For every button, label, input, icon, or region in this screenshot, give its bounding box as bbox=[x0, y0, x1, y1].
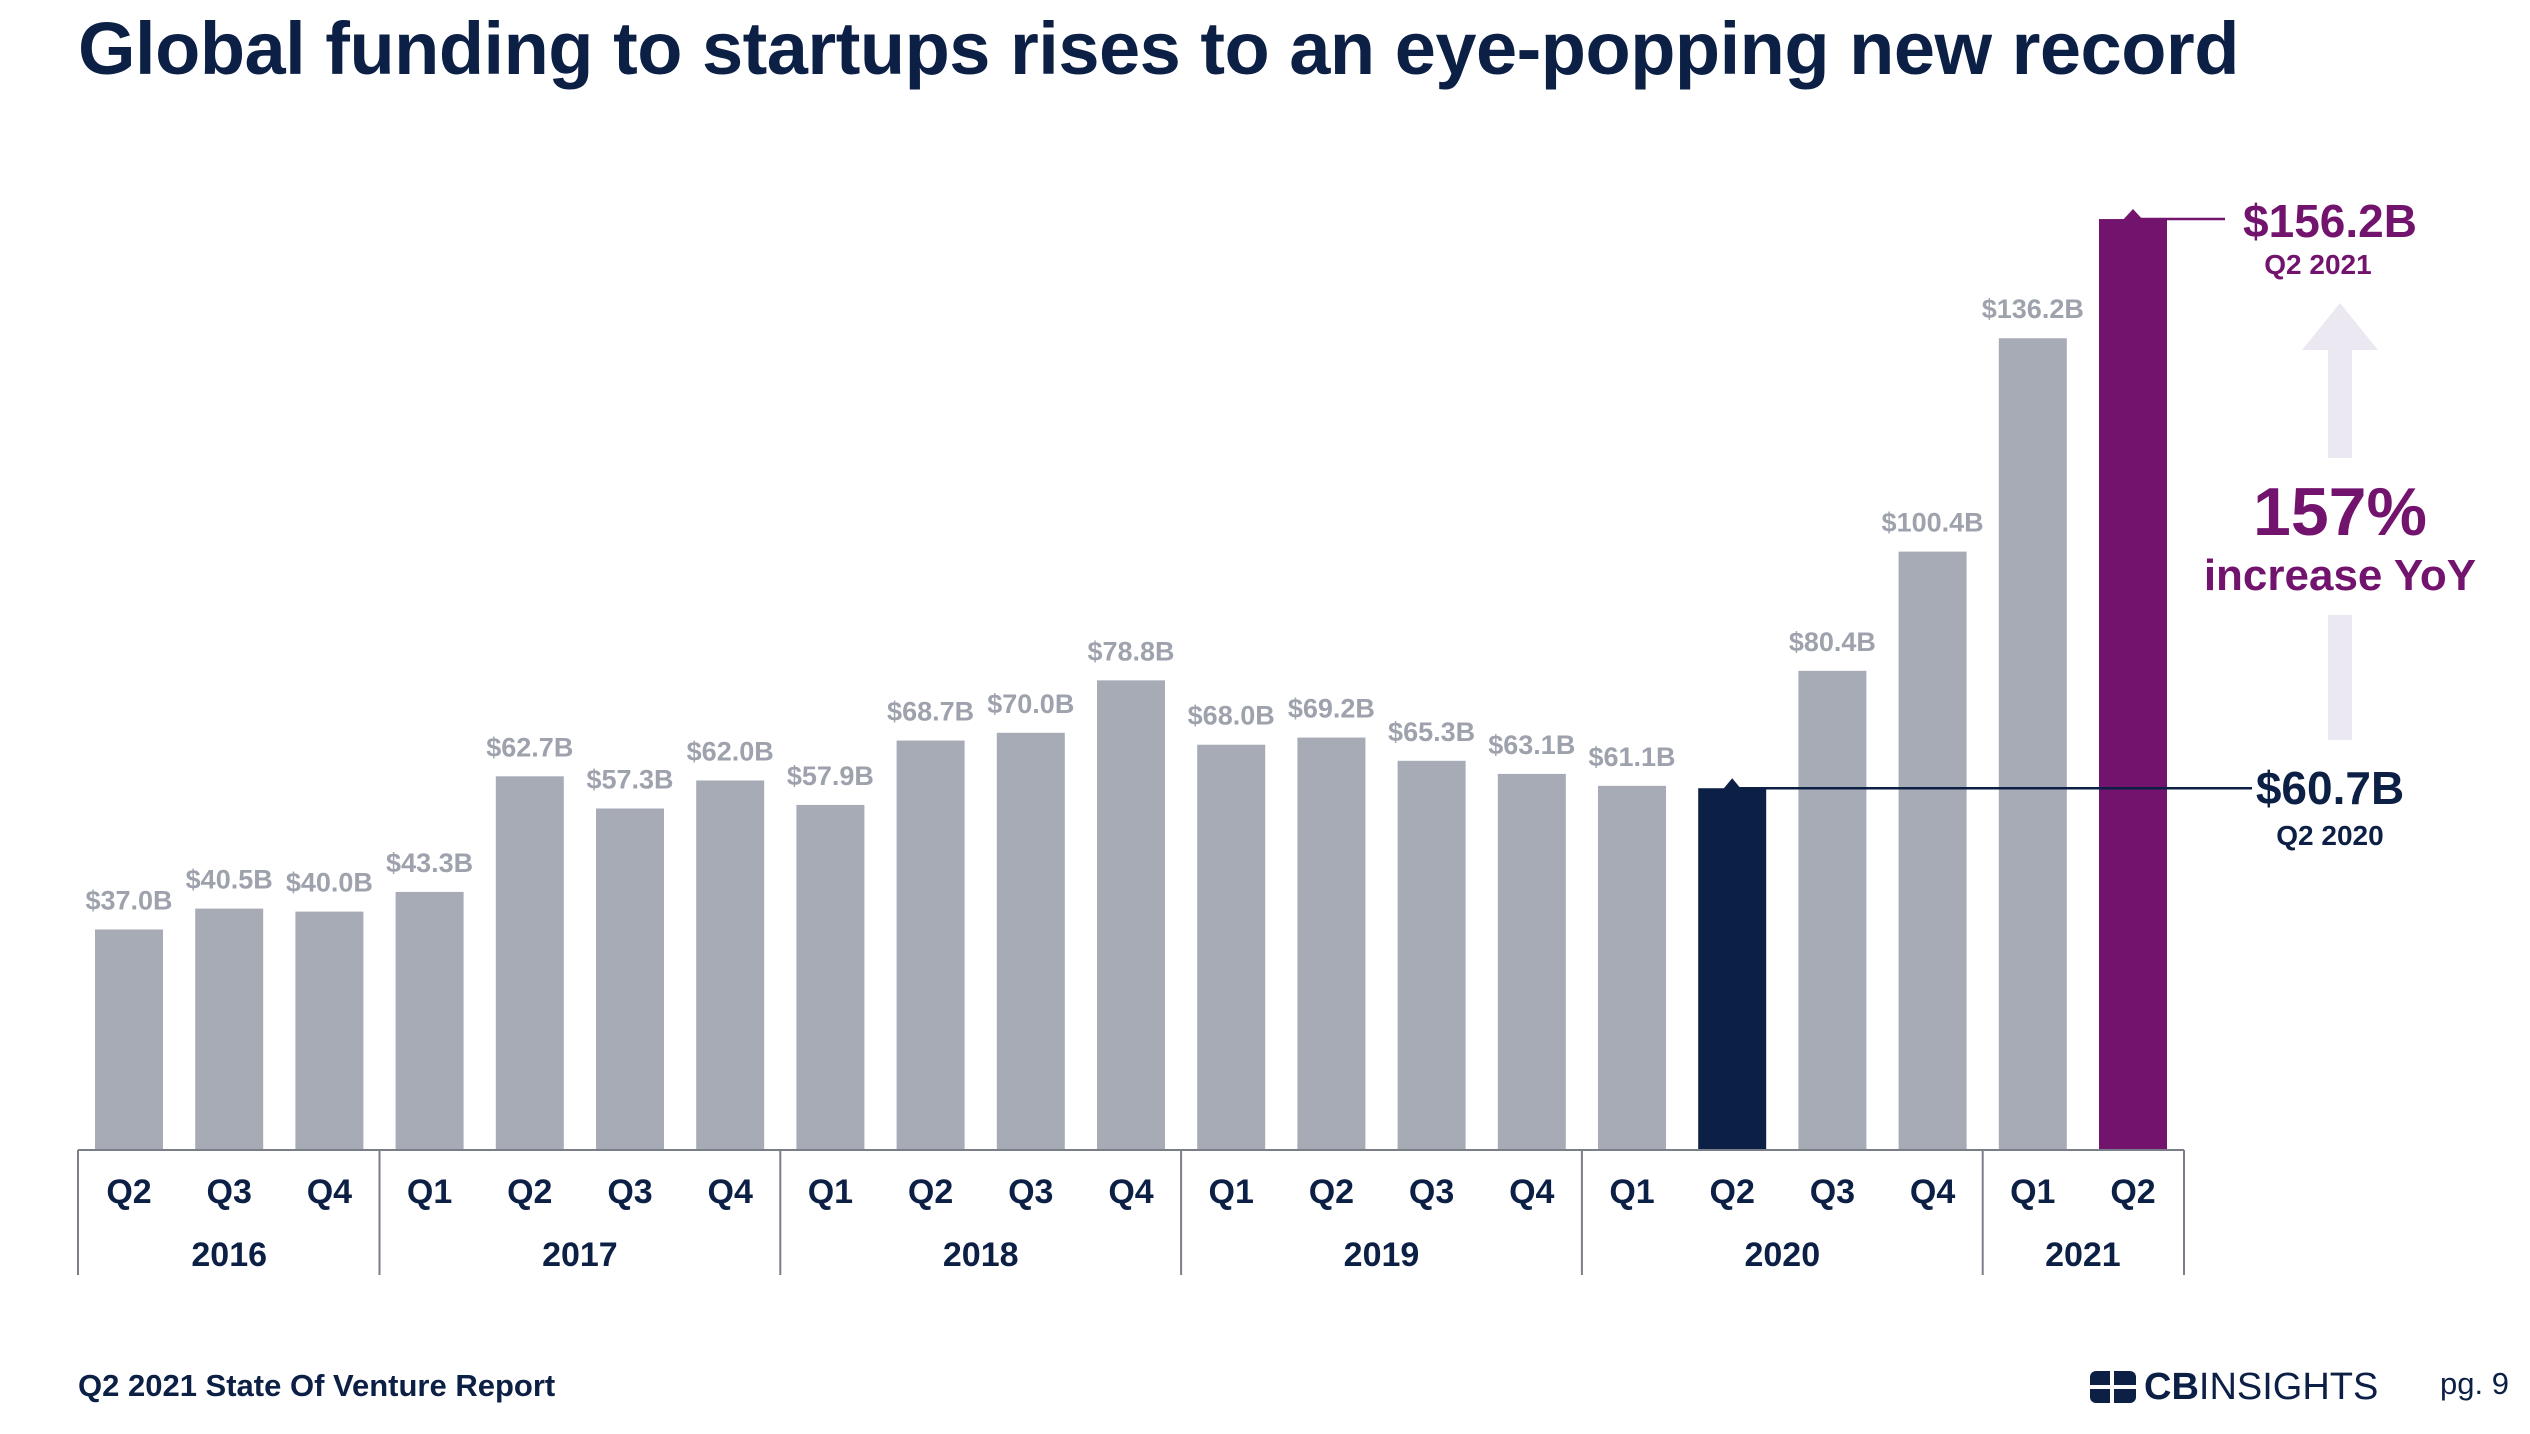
bar-16 bbox=[1598, 785, 1666, 1150]
x-axis: Q2 Q3 Q4 Q1 Q2 Q3 Q4 Q1 Q2 Q3 Q4 Q1 Q2 Q3 Q4 Q1 Q2 Q3 Q4 Q1… bbox=[77, 1149, 2185, 1275]
quarter-tick-label-5: Q2 bbox=[507, 1173, 552, 1211]
year-label-2017: 2017 bbox=[542, 1236, 618, 1274]
bar-13 bbox=[1297, 737, 1366, 1150]
quarter-tick-label-6: Q3 bbox=[607, 1173, 652, 1211]
bar-5 bbox=[495, 776, 564, 1150]
bar-label-8: $57.9B bbox=[787, 761, 874, 791]
callout-value-q2-2021: $156.2B bbox=[2243, 195, 2417, 247]
bar-18 bbox=[1798, 670, 1867, 1150]
bars-layer bbox=[95, 219, 2167, 1151]
quarter-tick-label-12: Q1 bbox=[1209, 1173, 1254, 1211]
data-labels-layer: $37.0B $40.5B $40.0B $43.3B $62.7B $57.3B $62.… bbox=[85, 294, 2083, 915]
bar-11 bbox=[1097, 680, 1165, 1150]
bar-19 bbox=[1898, 551, 1967, 1150]
bar-9 bbox=[896, 740, 965, 1150]
quarter-tick-label-20: Q1 bbox=[2010, 1173, 2055, 1211]
quarter-tick-label-19: Q4 bbox=[1910, 1173, 1955, 1211]
bar-label-14: $65.3B bbox=[1388, 717, 1475, 747]
bar-2 bbox=[195, 908, 264, 1150]
bar-7 bbox=[696, 780, 765, 1150]
bar-label-7: $62.0B bbox=[687, 736, 774, 766]
bar-12 bbox=[1197, 744, 1266, 1150]
quarter-tick-label-15: Q4 bbox=[1509, 1173, 1554, 1211]
year-label-2020: 2020 bbox=[1744, 1236, 1820, 1274]
bar-10 bbox=[996, 732, 1065, 1150]
logo-text-bold: CB bbox=[2144, 1365, 2199, 1408]
bar-label-9: $68.7B bbox=[887, 697, 974, 727]
bar-label-15: $63.1B bbox=[1488, 730, 1575, 760]
bar-label-16: $61.1B bbox=[1588, 742, 1675, 772]
quarter-tick-label-8: Q1 bbox=[808, 1173, 853, 1211]
bar-label-5: $62.7B bbox=[486, 732, 573, 762]
quarter-tick-label-17: Q2 bbox=[1710, 1173, 1755, 1211]
logo-text-light: INSIGHTS bbox=[2198, 1365, 2379, 1408]
bar-label-19: $100.4B bbox=[1882, 508, 1984, 538]
bar-6 bbox=[596, 808, 664, 1150]
quarter-tick-label-4: Q1 bbox=[407, 1173, 452, 1211]
bar-label-12: $68.0B bbox=[1188, 701, 1275, 731]
quarter-tick-label-21: Q2 bbox=[2110, 1173, 2155, 1211]
quarter-tick-label-16: Q1 bbox=[1609, 1173, 1654, 1211]
callout-period-q2-2020: Q2 2020 bbox=[2276, 820, 2383, 851]
bar-4 bbox=[395, 891, 464, 1150]
year-label-2019: 2019 bbox=[1344, 1236, 1420, 1274]
bar-label-11: $78.8B bbox=[1087, 636, 1174, 666]
quarter-tick-label-10: Q3 bbox=[1008, 1173, 1053, 1211]
bar-label-10: $70.0B bbox=[987, 689, 1074, 719]
bar-label-2: $40.5B bbox=[186, 865, 273, 895]
yoy-percent: 157% bbox=[2253, 474, 2427, 550]
cb-insights-logo-icon bbox=[2090, 1371, 2136, 1403]
quarter-tick-label-14: Q3 bbox=[1409, 1173, 1454, 1211]
yoy-arrow-head bbox=[2302, 303, 2378, 350]
callout-value-q2-2020: $60.7B bbox=[2256, 762, 2404, 814]
year-label-2016: 2016 bbox=[191, 1236, 267, 1274]
cb-insights-logo: CB INSIGHTS bbox=[2090, 1363, 2378, 1411]
yoy-arrow-shaft-lower bbox=[2328, 615, 2352, 740]
quarter-tick-label-13: Q2 bbox=[1309, 1173, 1354, 1211]
bar-14 bbox=[1397, 760, 1466, 1150]
quarter-tick-label-3: Q4 bbox=[307, 1173, 352, 1211]
yoy-caption: increase YoY bbox=[2204, 551, 2476, 600]
year-label-2018: 2018 bbox=[943, 1236, 1019, 1274]
bar-21 bbox=[2099, 219, 2167, 1151]
footer-report-title: Q2 2021 State Of Venture Report bbox=[78, 1368, 556, 1403]
callout-marker-q2-2021 bbox=[2122, 209, 2144, 222]
callout-marker-q2-2020 bbox=[1722, 778, 1743, 791]
quarter-tick-label-7: Q4 bbox=[708, 1173, 753, 1211]
bar-3 bbox=[295, 911, 364, 1150]
bar-15 bbox=[1497, 773, 1566, 1150]
quarter-tick-label-2: Q3 bbox=[207, 1173, 252, 1211]
bar-label-13: $69.2B bbox=[1288, 694, 1375, 724]
quarter-tick-label-11: Q4 bbox=[1108, 1173, 1153, 1211]
bar-1 bbox=[95, 929, 163, 1150]
year-label-2021: 2021 bbox=[2045, 1236, 2121, 1274]
quarter-tick-label-18: Q3 bbox=[1810, 1173, 1855, 1211]
bar-17 bbox=[1698, 788, 1767, 1150]
page-title: Global funding to startups rises to an e… bbox=[78, 7, 2239, 90]
quarter-tick-label-1: Q2 bbox=[106, 1173, 151, 1211]
bar-8 bbox=[796, 804, 865, 1150]
callout-period-q2-2021: Q2 2021 bbox=[2264, 249, 2371, 280]
bar-label-18: $80.4B bbox=[1789, 627, 1876, 657]
bar-label-6: $57.3B bbox=[586, 764, 673, 794]
yoy-arrow-shaft-upper bbox=[2328, 350, 2352, 458]
bar-label-20: $136.2B bbox=[1982, 294, 2084, 324]
bar-label-4: $43.3B bbox=[386, 848, 473, 878]
bar-20 bbox=[1998, 338, 2067, 1150]
page-number: pg. 9 bbox=[2440, 1366, 2509, 1401]
bar-label-1: $37.0B bbox=[85, 885, 172, 915]
bar-label-3: $40.0B bbox=[286, 868, 373, 898]
quarter-tick-label-9: Q2 bbox=[908, 1173, 953, 1211]
